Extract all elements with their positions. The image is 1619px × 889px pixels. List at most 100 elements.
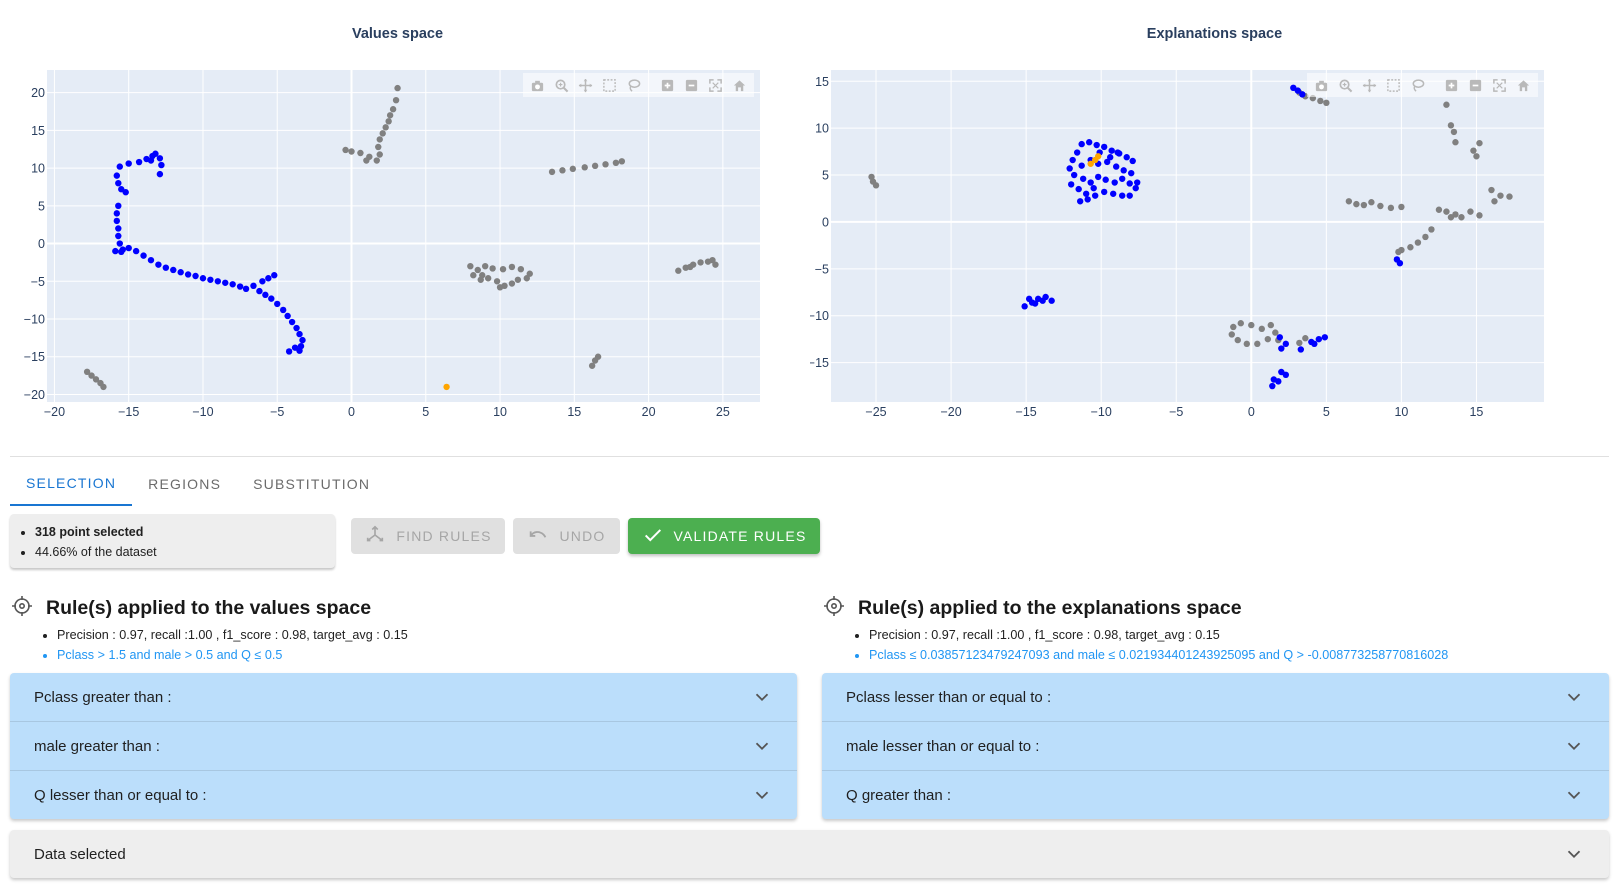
- selected-point[interactable]: [262, 291, 269, 299]
- other-point[interactable]: [675, 267, 682, 274]
- selected-point[interactable]: [1100, 143, 1108, 151]
- selected-point[interactable]: [1311, 340, 1318, 348]
- selected-point[interactable]: [250, 282, 257, 289]
- selected-point[interactable]: [1091, 192, 1099, 199]
- other-point[interactable]: [484, 275, 492, 282]
- selected-point[interactable]: [1094, 173, 1102, 181]
- selected-point[interactable]: [116, 240, 123, 247]
- other-point[interactable]: [376, 151, 383, 158]
- selected-point[interactable]: [158, 161, 165, 169]
- other-point[interactable]: [392, 96, 400, 104]
- other-point[interactable]: [1447, 214, 1455, 221]
- other-point[interactable]: [100, 383, 107, 391]
- tab-selection[interactable]: Selection: [10, 462, 133, 506]
- selected-point[interactable]: [1103, 158, 1111, 166]
- other-point[interactable]: [548, 168, 556, 176]
- selected-point[interactable]: [192, 272, 199, 280]
- other-point[interactable]: [508, 263, 516, 271]
- selected-point[interactable]: [1129, 157, 1136, 165]
- pan-button[interactable]: [575, 75, 596, 95]
- selected-point[interactable]: [274, 300, 281, 308]
- selected-point[interactable]: [1090, 184, 1097, 192]
- zoom-button[interactable]: [551, 75, 572, 95]
- selected-point[interactable]: [155, 261, 162, 268]
- other-point[interactable]: [474, 266, 481, 274]
- other-point[interactable]: [1377, 202, 1384, 210]
- other-point[interactable]: [514, 276, 522, 283]
- other-point[interactable]: [508, 280, 516, 287]
- other-point[interactable]: [1428, 226, 1435, 233]
- selected-point[interactable]: [199, 275, 207, 282]
- other-point[interactable]: [1491, 198, 1498, 205]
- selected-point[interactable]: [1070, 171, 1078, 179]
- explanations-scatter[interactable]: −25 −20 −15 −10 −5 0 5 10 15 −15 −10 −5 0 5 10 15: [810, 0, 1619, 440]
- selected-point[interactable]: [1321, 334, 1329, 341]
- selected-point[interactable]: [122, 189, 129, 196]
- other-point[interactable]: [1234, 336, 1241, 344]
- other-point[interactable]: [712, 261, 719, 268]
- selected-point[interactable]: [162, 264, 170, 271]
- box-select-button[interactable]: [599, 75, 620, 95]
- selected-point[interactable]: [1299, 91, 1306, 98]
- other-point[interactable]: [588, 362, 596, 369]
- selected-point[interactable]: [147, 256, 155, 264]
- selected-point[interactable]: [284, 312, 291, 320]
- selected-point[interactable]: [236, 283, 244, 290]
- values-space-plot[interactable]: Values space −20 −15 −10 −5 0 5 10 15 20 25 −20 −15…: [0, 0, 795, 440]
- selected-point[interactable]: [177, 269, 184, 276]
- other-point[interactable]: [88, 372, 95, 379]
- other-point[interactable]: [481, 262, 489, 270]
- plot-area[interactable]: [47, 70, 760, 402]
- selected-point[interactable]: [214, 278, 222, 285]
- selected-point[interactable]: [1126, 192, 1133, 199]
- other-point[interactable]: [1230, 323, 1237, 331]
- selected-point[interactable]: [132, 247, 140, 255]
- selected-point[interactable]: [152, 150, 159, 157]
- other-point[interactable]: [467, 262, 474, 270]
- other-point[interactable]: [1264, 335, 1272, 343]
- lasso-button[interactable]: [1407, 75, 1428, 95]
- selected-point[interactable]: [1106, 154, 1114, 161]
- other-point[interactable]: [1488, 186, 1495, 194]
- other-point[interactable]: [379, 130, 386, 137]
- selected-point[interactable]: [1100, 188, 1108, 196]
- other-point[interactable]: [376, 136, 383, 143]
- selected-point[interactable]: [1126, 180, 1133, 187]
- selected-point[interactable]: [1102, 176, 1109, 183]
- other-point[interactable]: [1447, 122, 1455, 129]
- validate-rules-button[interactable]: Validate rules: [628, 518, 820, 554]
- selected-point[interactable]: [113, 217, 121, 225]
- other-point[interactable]: [1458, 214, 1465, 221]
- lasso-button[interactable]: [623, 75, 644, 95]
- selected-point[interactable]: [116, 163, 123, 170]
- other-point[interactable]: [1398, 203, 1405, 211]
- other-point[interactable]: [382, 124, 389, 131]
- selected-point[interactable]: [285, 348, 293, 355]
- other-point[interactable]: [1317, 97, 1324, 105]
- other-point[interactable]: [1368, 199, 1375, 206]
- other-point[interactable]: [389, 106, 397, 113]
- explanations-space-plot[interactable]: Explanations space −25 −20 −15 −10 −5 0 5 10 15−…: [810, 0, 1619, 440]
- selected-point[interactable]: [1078, 162, 1085, 169]
- selected-point[interactable]: [125, 160, 132, 167]
- other-point[interactable]: [489, 265, 496, 272]
- other-point[interactable]: [526, 270, 533, 277]
- selected-point[interactable]: [1031, 300, 1039, 307]
- other-point[interactable]: [1248, 321, 1255, 329]
- selected-point[interactable]: [1069, 156, 1076, 164]
- selected-point[interactable]: [113, 172, 121, 179]
- explanations-rule-male[interactable]: male lesser than or equal to :: [822, 721, 1609, 770]
- other-point[interactable]: [686, 263, 694, 271]
- values-rule-male[interactable]: male greater than :: [10, 721, 797, 770]
- selected-point[interactable]: [293, 324, 300, 332]
- selected-point[interactable]: [1132, 184, 1139, 192]
- other-point[interactable]: [499, 266, 507, 273]
- selected-point[interactable]: [1078, 140, 1085, 148]
- other-point[interactable]: [342, 146, 349, 154]
- selected-point[interactable]: [1114, 149, 1121, 156]
- zoom-out-button[interactable]: [681, 75, 702, 95]
- selected-point[interactable]: [222, 279, 229, 286]
- other-point[interactable]: [92, 376, 100, 383]
- selected-point[interactable]: [135, 158, 143, 166]
- selected-point[interactable]: [1276, 334, 1284, 341]
